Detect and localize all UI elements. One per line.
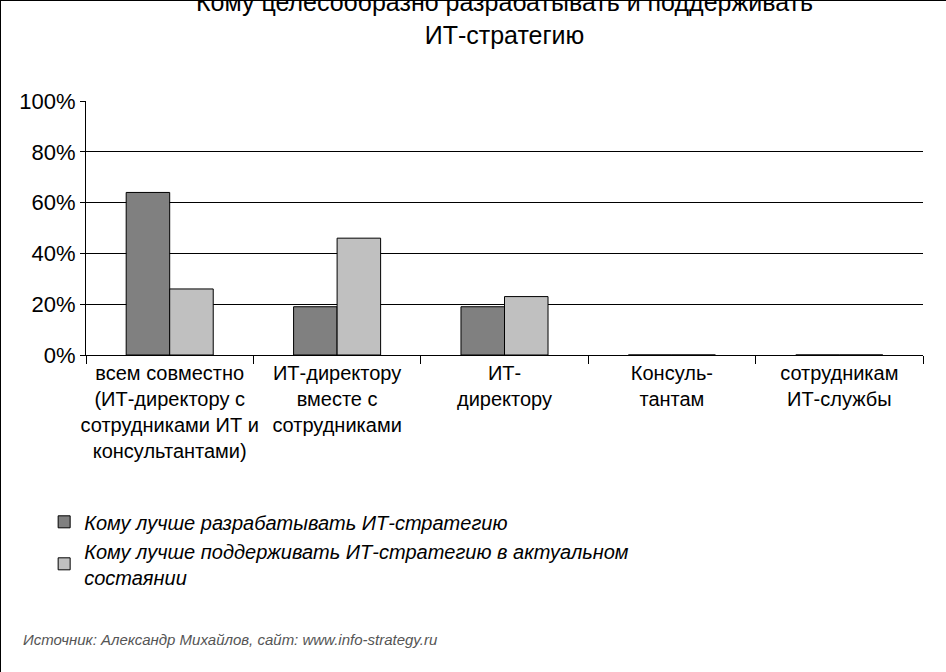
svg-text:20%: 20% — [32, 292, 76, 317]
svg-text:Источник: Александр Михайлов,: Источник: Александр Михайлов, сайт: www.… — [23, 631, 438, 648]
svg-text:40%: 40% — [32, 241, 76, 266]
svg-text:всем совместно(ИТ-директору сс: всем совместно(ИТ-директору ссотрудникам… — [81, 362, 259, 462]
svg-text:100%: 100% — [19, 89, 75, 114]
svg-text:Кому целесообразно разрабатыва: Кому целесообразно разрабатывать и подде… — [196, 1, 813, 49]
svg-text:Консуль-тантам: Консуль-тантам — [631, 362, 713, 410]
svg-text:80%: 80% — [32, 140, 76, 165]
svg-text:сотрудникамИТ-службы: сотрудникамИТ-службы — [780, 362, 898, 410]
svg-text:60%: 60% — [32, 190, 76, 215]
svg-text:0%: 0% — [44, 343, 76, 368]
svg-text:ИТ-директору: ИТ-директору — [457, 362, 552, 410]
svg-text:Кому лучше разрабатывать ИТ-ст: Кому лучше разрабатывать ИТ-стратегию — [84, 512, 507, 534]
svg-text:ИТ-директорувместе ссотрудника: ИТ-директорувместе ссотрудниками — [272, 362, 401, 436]
svg-text:Кому лучше поддерживать ИТ-стр: Кому лучше поддерживать ИТ-стратегию в а… — [84, 541, 629, 589]
